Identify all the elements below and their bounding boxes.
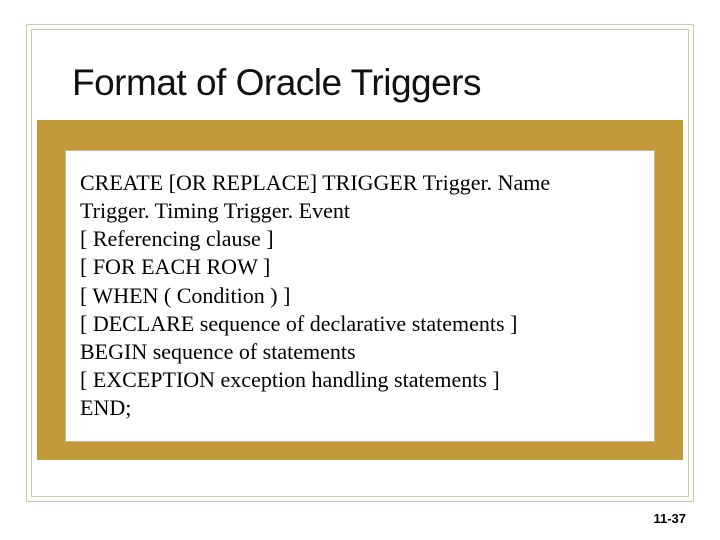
code-line: END; bbox=[80, 394, 640, 422]
page-number: 11-37 bbox=[653, 511, 686, 526]
code-line: [ FOR EACH ROW ] bbox=[80, 253, 640, 281]
code-line: Trigger. Timing Trigger. Event bbox=[80, 197, 640, 225]
code-line: [ Referencing clause ] bbox=[80, 225, 640, 253]
slide-title: Format of Oracle Triggers bbox=[72, 62, 481, 104]
title-band: CREATE [OR REPLACE] TRIGGER Trigger. Nam… bbox=[37, 120, 683, 460]
code-line: [ DECLARE sequence of declarative statem… bbox=[80, 310, 640, 338]
slide: Format of Oracle Triggers CREATE [OR REP… bbox=[0, 0, 720, 540]
body-text: CREATE [OR REPLACE] TRIGGER Trigger. Nam… bbox=[80, 169, 640, 422]
code-line: BEGIN sequence of statements bbox=[80, 338, 640, 366]
content-box: CREATE [OR REPLACE] TRIGGER Trigger. Nam… bbox=[65, 150, 655, 442]
code-line: [ WHEN ( Condition ) ] bbox=[80, 282, 640, 310]
inner-frame: Format of Oracle Triggers CREATE [OR REP… bbox=[31, 29, 689, 497]
code-line: [ EXCEPTION exception handling statement… bbox=[80, 366, 640, 394]
code-line: CREATE [OR REPLACE] TRIGGER Trigger. Nam… bbox=[80, 169, 640, 197]
outer-frame: Format of Oracle Triggers CREATE [OR REP… bbox=[26, 24, 694, 502]
